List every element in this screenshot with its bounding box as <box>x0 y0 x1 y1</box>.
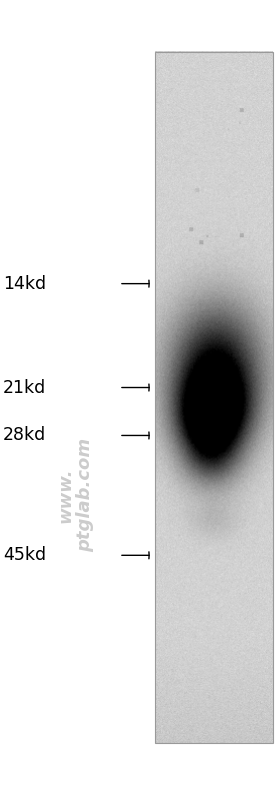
Text: www.
ptglab.com: www. ptglab.com <box>57 439 94 552</box>
Bar <box>155 52 273 743</box>
Text: 45kd: 45kd <box>3 547 46 564</box>
Text: 28kd: 28kd <box>3 427 46 444</box>
Text: 14kd: 14kd <box>3 275 46 292</box>
Text: 21kd: 21kd <box>3 379 46 396</box>
